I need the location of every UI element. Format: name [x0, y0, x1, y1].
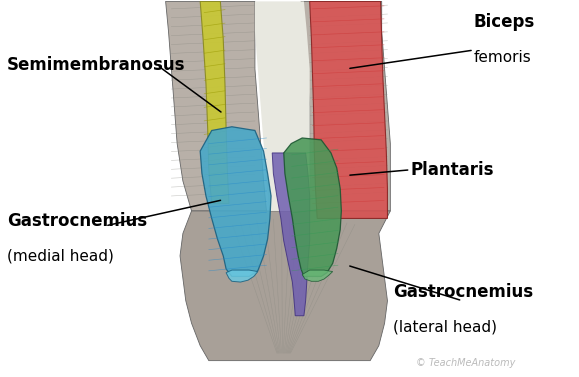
Text: Plantaris: Plantaris — [411, 161, 494, 179]
Text: (medial head): (medial head) — [7, 248, 114, 264]
Polygon shape — [272, 153, 310, 316]
Polygon shape — [310, 2, 387, 218]
Text: Gastrocnemius: Gastrocnemius — [393, 283, 533, 301]
Polygon shape — [226, 270, 258, 282]
Polygon shape — [302, 270, 333, 281]
Polygon shape — [166, 2, 266, 211]
Polygon shape — [200, 127, 271, 276]
Polygon shape — [301, 2, 390, 211]
Text: Gastrocnemius: Gastrocnemius — [7, 211, 147, 230]
Text: femoris: femoris — [474, 50, 532, 65]
Text: Biceps: Biceps — [474, 13, 535, 31]
Polygon shape — [200, 2, 229, 204]
Text: © TeachMeAnatomy: © TeachMeAnatomy — [416, 358, 516, 368]
Text: Semimembranosus: Semimembranosus — [7, 56, 186, 74]
Polygon shape — [255, 2, 310, 211]
Text: (lateral head): (lateral head) — [393, 319, 497, 334]
Polygon shape — [284, 138, 342, 276]
Polygon shape — [180, 211, 390, 361]
